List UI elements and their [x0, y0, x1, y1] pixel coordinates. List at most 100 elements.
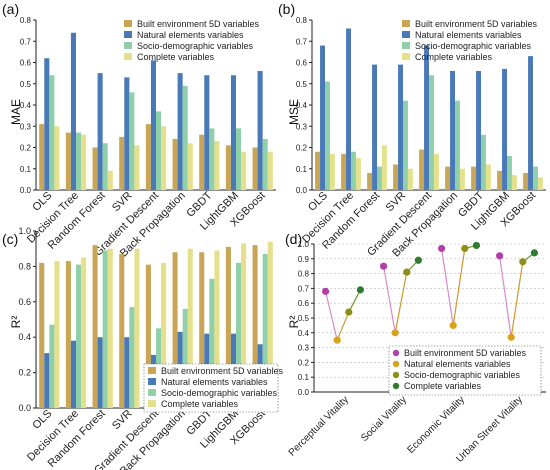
panel-b-ytick-label: 0.6: [296, 59, 308, 68]
panel-b-bar-complete-variables-back-propagation: [459, 168, 465, 190]
panel-d-legend-marker: [392, 382, 400, 390]
panel-a-bar-socio-demographic-variables-random-forest: [102, 143, 108, 190]
panel-b-xtick-label: GBDT: [456, 189, 486, 219]
panel-a-legend-swatch: [124, 53, 132, 60]
panel-d-point-natural-elements-variables-perceptual-vitality: [333, 336, 341, 344]
panel-c-bar-socio-demographic-variables-svr: [129, 307, 135, 408]
panel-c-bar-socio-demographic-variables-xgboost: [262, 254, 268, 408]
panel-d-point-complete-variables-perceptual-vitality: [356, 286, 364, 294]
panel-b-bar-built-environment-5d-variables-svr: [393, 164, 399, 190]
panel-c-bar-complete-variables-back-propagation: [187, 248, 193, 408]
panel-c-bar-built-environment-5d-variables-ols: [39, 262, 45, 408]
panel-c-ytick-label: 1.0: [18, 226, 31, 236]
panel-a-bar-complete-variables-random-forest: [107, 170, 113, 190]
panel-c-xtick-label: OLS: [30, 408, 54, 432]
panel-d-connector-perceptual-vitality: [336, 311, 350, 341]
panel-b-bar-built-environment-5d-variables-gradient-descent: [419, 149, 425, 190]
panel-d-connector-economic-vitality: [452, 248, 466, 326]
panel-b-bar-built-environment-5d-variables-back-propagation: [445, 166, 451, 190]
panel-a-bar-socio-demographic-variables-xgboost: [262, 139, 268, 190]
panel-a-xtick-label: XGBoost: [228, 190, 268, 230]
panel-b-legend-swatch: [402, 31, 410, 38]
panel-b-xtick-label: Decision Tree: [300, 190, 356, 246]
panel-a-label: (a): [2, 1, 19, 17]
panel-c-xtick-label: SVR: [110, 408, 135, 433]
panel-a-xtick-label: Back Propagation: [118, 190, 188, 260]
panel-d-legend-frame: [388, 345, 542, 396]
panel-c-bar-built-environment-5d-variables-xgboost: [252, 245, 258, 408]
panel-d-ylabel: R²: [287, 316, 301, 329]
panel-b-legend-swatch: [402, 42, 410, 49]
panel-c-bar-natural-elements-variables-svr: [124, 337, 130, 408]
panel-a-ytick-label: 0.6: [20, 59, 32, 68]
panel-b-bar-natural-elements-variables-gbdt: [476, 71, 481, 190]
panel-d-ytick-label: 0.3: [298, 344, 310, 353]
panel-b-bar-built-environment-5d-variables-lightgbm: [497, 170, 503, 190]
panel-b-xtick-label: Random Forest: [320, 190, 382, 252]
panel-c-bar-complete-variables-random-forest: [107, 248, 113, 408]
panel-c-bar-socio-demographic-variables-ols: [49, 324, 55, 408]
panel-d-point-built-environment-5d-variables-economic-vitality: [438, 244, 446, 253]
panel-c-bar-complete-variables-ols: [54, 261, 60, 408]
panel-d-point-complete-variables-social-vitality: [414, 256, 422, 264]
panel-a-bar-socio-demographic-variables-decision-tree: [76, 132, 82, 190]
panel-d-ytick-label: 0.6: [298, 299, 310, 308]
panel-c-xtick-label: Random Forest: [46, 408, 108, 470]
panel-b-ytick-label: 0.3: [296, 122, 308, 131]
panel-b-bar-socio-demographic-variables-lightgbm: [507, 156, 512, 190]
panel-c-ytick-label: 0.4: [18, 332, 31, 342]
panel-d-legend-label: Complete variables: [404, 381, 482, 391]
panel-b-xtick-label: LightGBM: [469, 190, 512, 233]
panel-b-bar-natural-elements-variables-svr: [398, 64, 403, 190]
panel-d-ytick-label: 0.4: [298, 329, 310, 338]
panel-b-bar-socio-demographic-variables-svr: [403, 100, 408, 190]
panel-b-ytick-label: 0.5: [296, 80, 308, 89]
panel-a-bar-socio-demographic-variables-gradient-descent: [156, 111, 162, 190]
panel-c-bar-natural-elements-variables-ols: [44, 353, 50, 408]
panel-b-xtick-label: Gradient Descent: [365, 190, 434, 259]
panel-a-ytick-label: 0.0: [20, 186, 32, 195]
panel-a-ytick-label: 0.2: [20, 144, 32, 153]
panel-b-bar-socio-demographic-variables-gradient-descent: [429, 75, 434, 190]
panel-d-point-built-environment-5d-variables-social-vitality: [380, 262, 388, 270]
panel-d-legend-label: Socio-demographic variables: [404, 370, 521, 380]
panel-d-connector-urban-street-vitality: [499, 255, 512, 338]
panel-a-bar-natural-elements-variables-back-propagation: [177, 73, 183, 190]
panel-c-bar-built-environment-5d-variables-random-forest: [92, 245, 98, 408]
panel-b-bar-socio-demographic-variables-gbdt: [481, 134, 486, 190]
panel-b-bar-natural-elements-variables-ols: [320, 45, 325, 190]
panel-a-bar-complete-variables-lightgbm: [241, 151, 247, 190]
panel-c-bar-natural-elements-variables-back-propagation: [177, 331, 183, 408]
panel-a-xtick-label: Decision Tree: [25, 190, 81, 246]
panel-b-bar-socio-demographic-variables-decision-tree: [351, 151, 356, 190]
panel-d-xtick-label: Social Vitality: [359, 394, 409, 444]
panel-d-point-socio-demographic-variables-social-vitality: [403, 268, 411, 276]
panel-b-ytick-label: 0.4: [296, 101, 308, 110]
panel-b-ytick-label: 0.8: [296, 16, 308, 25]
panel-c-bar-built-environment-5d-variables-gbdt: [199, 252, 205, 408]
panel-c-legend-swatch: [148, 367, 156, 374]
panel-a-legend-label: Built environment 5D variables: [137, 19, 260, 29]
panel-b-bar-built-environment-5d-variables-ols: [315, 151, 321, 190]
panel-d-legend-label: Built environment 5D variables: [404, 348, 527, 358]
panel-d-ytick-label: 1.0: [298, 240, 310, 249]
panel-a-xtick-label: GBDT: [184, 189, 214, 219]
panel-b-xtick-label: SVR: [384, 190, 409, 215]
panel-a-bar-complete-variables-decision-tree: [81, 134, 87, 190]
panel-b-bar-natural-elements-variables-lightgbm: [502, 68, 507, 190]
panel-b-bar-built-environment-5d-variables-xgboost: [523, 173, 529, 190]
panel-c-ytick-label: 0.6: [18, 297, 31, 307]
panel-c-bar-natural-elements-variables-random-forest: [97, 337, 103, 408]
panel-c-xtick-label: Gradient Descent: [92, 408, 161, 470]
panel-b-bar-natural-elements-variables-gradient-descent: [424, 45, 429, 190]
panel-d-ytick-label: 0.2: [298, 358, 310, 367]
panel-d-legend-marker: [392, 360, 400, 368]
panel-b-xtick-label: XGBoost: [499, 190, 539, 230]
panel-d-point-natural-elements-variables-social-vitality: [391, 329, 399, 337]
panel-b-bar-complete-variables-gradient-descent: [433, 153, 439, 190]
panel-c-bar-socio-demographic-variables-back-propagation: [182, 308, 188, 408]
panel-b-ytick-label: 0.2: [296, 144, 308, 153]
panel-c-legend-label: Complete variables: [161, 399, 239, 409]
panel-c-bar-socio-demographic-variables-gradient-descent: [156, 328, 162, 408]
